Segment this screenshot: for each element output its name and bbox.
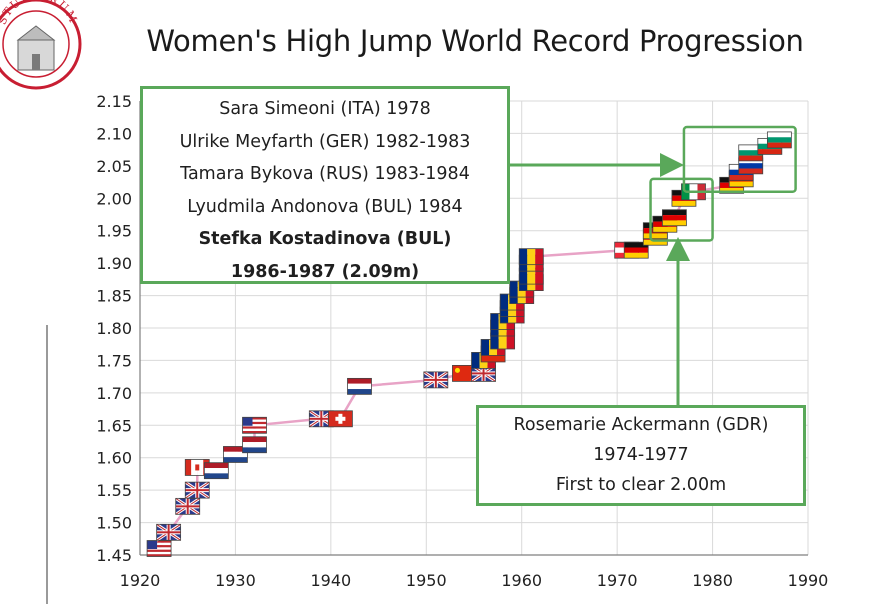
data-point-flag-ned: [203, 462, 229, 480]
x-tick-label: 1970: [597, 571, 638, 590]
x-tick-label: 1940: [310, 571, 351, 590]
y-tick-label: 1.75: [96, 351, 132, 370]
callout-line: Ulrike Meyfarth (GER) 1982-1983: [179, 131, 471, 152]
callout-top-record-holders: Sara Simeoni (ITA) 1978 Ulrike Meyfarth …: [140, 86, 510, 284]
x-tick-label: 1980: [692, 571, 733, 590]
x-tick-label: 1920: [120, 571, 161, 590]
y-tick-label: 1.50: [96, 514, 132, 533]
callout-bottom-ackermann: Rosemarie Ackermann (GDR) 1974-1977 Firs…: [476, 405, 806, 506]
callout-line: Tamara Bykova (RUS) 1983-1984: [180, 164, 470, 184]
y-tick-label: 1.65: [96, 416, 132, 435]
data-point-flag-rou: [518, 248, 544, 266]
data-point-flag-usa: [146, 540, 172, 557]
y-tick-label: 1.85: [96, 287, 132, 306]
seal-text: STUDIORUM: [0, 0, 79, 27]
y-tick-label: 1.70: [96, 384, 132, 403]
x-tick-label: 1990: [788, 571, 829, 590]
divider-line: [46, 325, 48, 604]
data-point-flag-usa: [242, 416, 267, 434]
chart-title: Women's High Jump World Record Progressi…: [146, 24, 804, 58]
data-point-flag-ger: [662, 209, 687, 227]
callout-line: Lyudmila Andonova (BUL) 1984: [187, 196, 463, 217]
data-point-flag-gbr: [184, 480, 211, 500]
callout-line: Rosemarie Ackermann (GDR): [513, 415, 769, 435]
callout-line: Sara Simeoni (ITA) 1978: [219, 99, 431, 119]
data-point-flag-gbr: [174, 497, 201, 516]
callout-line: 1974-1977: [593, 445, 689, 465]
data-point-flag-gbr: [155, 523, 182, 542]
y-tick-label: 2.15: [96, 92, 132, 111]
y-tick-label: 1.55: [96, 481, 132, 500]
y-tick-label: 2.05: [96, 157, 132, 176]
data-point-flag-sui: [327, 410, 353, 428]
x-tick-label: 1960: [501, 571, 542, 590]
university-seal-logo: STUDIORUM: [0, 0, 88, 98]
x-tick-label: 1950: [406, 571, 447, 590]
callout-line-bold: Stefka Kostadinova (BUL): [198, 229, 452, 249]
data-point-flag-bul: [766, 131, 792, 149]
callout-line-bold: 1986-1987 (2.09m): [230, 261, 420, 282]
data-point-flag-ned: [223, 446, 248, 463]
callout-line: First to clear 2.00m: [555, 475, 727, 495]
data-point-flag-gbr: [422, 370, 449, 390]
y-tick-label: 2.00: [96, 189, 132, 208]
y-tick-label: 1.80: [96, 319, 132, 338]
svg-text:STUDIORUM: STUDIORUM: [0, 0, 80, 27]
y-tick-label: 2.10: [96, 124, 132, 143]
data-point-flag-ger: [623, 241, 649, 259]
data-point-flag-ned: [242, 436, 267, 454]
y-tick-label: 1.95: [96, 222, 132, 241]
x-tick-label: 1930: [215, 571, 256, 590]
y-tick-label: 1.45: [96, 546, 132, 565]
data-point-flag-ned: [347, 377, 372, 395]
y-tick-label: 1.90: [96, 254, 132, 273]
y-tick-label: 1.60: [96, 449, 132, 468]
